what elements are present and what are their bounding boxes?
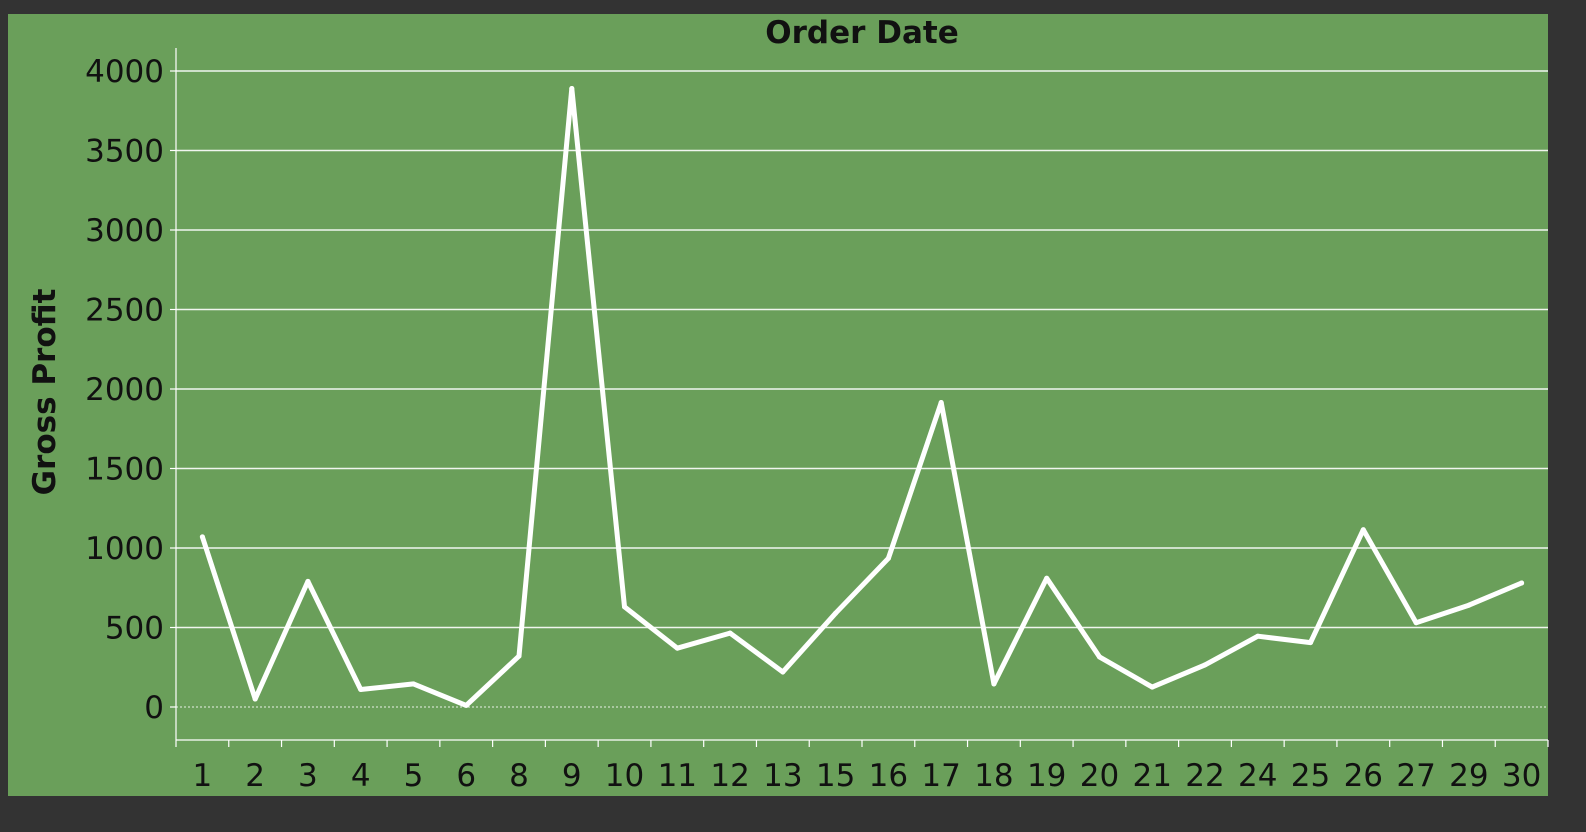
y-tick-label: 1500 <box>85 452 164 488</box>
x-tick-label: 18 <box>974 758 1013 794</box>
x-tick-label: 21 <box>1133 758 1172 794</box>
x-tick-label: 30 <box>1502 758 1541 794</box>
y-tick-label: 3500 <box>85 134 164 170</box>
x-tick-label: 19 <box>1027 758 1066 794</box>
x-tick-label: 16 <box>869 758 908 794</box>
data-point <box>199 534 205 540</box>
data-point <box>1255 633 1261 639</box>
x-tick-label: 4 <box>351 758 371 794</box>
data-point <box>1360 527 1366 533</box>
data-point <box>1202 662 1208 668</box>
x-tick-label: 24 <box>1238 758 1277 794</box>
data-point <box>1044 575 1050 581</box>
x-tick-label: 12 <box>710 758 749 794</box>
data-point <box>516 653 522 659</box>
y-tick-label: 1000 <box>85 531 164 567</box>
data-point <box>1308 640 1314 646</box>
x-tick-label: 1 <box>193 758 213 794</box>
x-tick-label: 5 <box>404 758 424 794</box>
data-point <box>780 669 786 675</box>
data-point <box>358 687 364 693</box>
data-point <box>727 630 733 636</box>
x-tick-label: 6 <box>456 758 476 794</box>
x-tick-label: 15 <box>816 758 855 794</box>
y-axis-label: Gross Profit <box>27 288 63 495</box>
x-axis-ticks: 1 2 3 4 5 6 8 9 10 11 12 13 15 16 17 18 19 20 21 22 24 25 26 27… <box>175 740 1549 794</box>
data-point <box>569 85 575 91</box>
x-tick-label: 9 <box>562 758 582 794</box>
data-point <box>463 702 469 708</box>
x-tick-label: 8 <box>509 758 529 794</box>
data-point <box>833 610 839 616</box>
y-tick-label: 4000 <box>85 54 164 90</box>
data-point <box>305 578 311 584</box>
data-point <box>252 696 258 702</box>
x-tick-label: 26 <box>1344 758 1383 794</box>
y-tick-label: 3000 <box>85 213 164 249</box>
plot-background <box>8 14 1548 796</box>
series-line <box>199 86 1525 708</box>
data-point <box>1466 602 1472 608</box>
x-tick-label: 3 <box>298 758 318 794</box>
x-tick-label: 29 <box>1449 758 1488 794</box>
x-tick-label: 2 <box>245 758 265 794</box>
x-tick-label: 27 <box>1396 758 1435 794</box>
data-point <box>622 604 628 610</box>
x-tick-label: 17 <box>921 758 960 794</box>
x-tick-label: 11 <box>658 758 697 794</box>
y-tick-label: 2000 <box>85 372 164 408</box>
data-point <box>1096 654 1102 660</box>
data-point <box>1519 580 1525 586</box>
x-tick-label: 20 <box>1080 758 1119 794</box>
data-points <box>199 85 1525 708</box>
y-tick-label: 0 <box>144 690 164 726</box>
y-tick-label: 500 <box>105 611 164 647</box>
gridlines <box>176 70 1548 708</box>
data-point <box>1413 620 1419 626</box>
y-tick-label: 2500 <box>85 293 164 329</box>
data-point <box>938 400 944 406</box>
data-point <box>991 681 997 687</box>
data-point <box>1149 684 1155 690</box>
x-tick-label: 22 <box>1185 758 1224 794</box>
data-point <box>410 681 416 687</box>
data-point <box>885 555 891 561</box>
chart-title: Order Date <box>765 15 958 51</box>
y-axis-ticks: 0 500 1000 1500 2000 2500 3000 3500 4000 <box>85 54 176 726</box>
data-point <box>674 645 680 651</box>
x-tick-label: 25 <box>1291 758 1330 794</box>
x-tick-label: 10 <box>605 758 644 794</box>
x-tick-label: 13 <box>763 758 802 794</box>
